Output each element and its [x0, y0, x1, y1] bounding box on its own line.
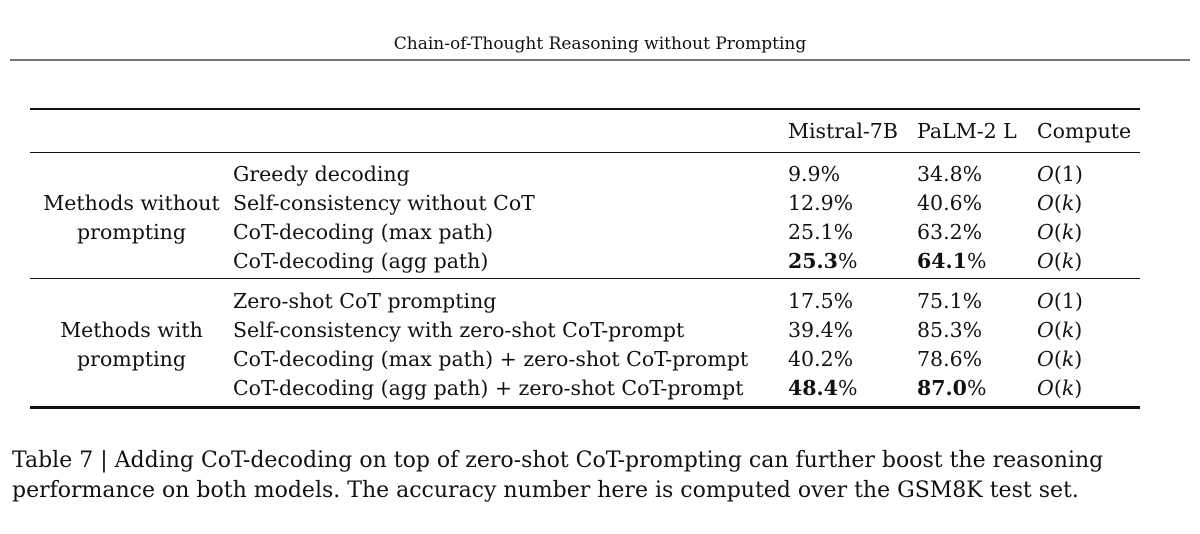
big-o-symbol: O [1037, 376, 1054, 400]
complexity-arg: k [1061, 220, 1075, 244]
palm-value: 75.1% [917, 289, 983, 313]
palm-value: 63.2% [917, 220, 983, 244]
big-o-symbol: O [1037, 162, 1054, 186]
big-o-symbol: O [1037, 289, 1054, 313]
caption-label: Table 7 [12, 448, 94, 473]
running-head-rule [10, 59, 1190, 61]
complexity-arg: k [1061, 249, 1075, 273]
big-o-symbol: O [1037, 220, 1054, 244]
table-caption: Table 7 | Adding CoT-decoding on top of … [12, 446, 1180, 506]
big-o-symbol: O [1037, 347, 1054, 371]
group-label: Methods with prompting [60, 318, 203, 371]
column-header: Mistral-7B [788, 118, 898, 143]
group-label: Methods without prompting [43, 191, 220, 244]
complexity-arg: k [1061, 347, 1075, 371]
method-cell: Zero-shot CoT prompting [233, 289, 497, 313]
complexity-arg: k [1061, 191, 1075, 215]
mistral-value: 40.2% [788, 347, 854, 371]
method-cell: CoT-decoding (max path) + zero-shot CoT-… [233, 347, 749, 371]
palm-value: 87.0% [917, 376, 987, 400]
table-group: Methods without prompting Greedy decoding… [30, 153, 1140, 279]
palm-value: 64.1% [917, 249, 987, 273]
big-o-symbol: O [1037, 191, 1054, 215]
method-cell: Self-consistency without CoT [233, 191, 535, 215]
big-o-symbol: O [1037, 249, 1054, 273]
compute-value: O(k) [1037, 347, 1083, 371]
results-table: Mistral-7B PaLM-2 L Compute Methods withou… [30, 108, 1140, 409]
table-group: Methods with prompting Zero-shot CoT prom… [30, 279, 1140, 409]
palm-value: 85.3% [917, 318, 983, 342]
method-cell: Self-consistency with zero-shot CoT-prom… [233, 318, 685, 342]
compute-value: O(k) [1037, 318, 1083, 342]
mistral-value: 48.4% [788, 376, 858, 400]
method-cell: Greedy decoding [233, 162, 410, 186]
palm-value: 34.8% [917, 162, 983, 186]
mistral-value: 17.5% [788, 289, 854, 313]
mistral-value: 25.3% [788, 249, 858, 273]
mistral-value: 12.9% [788, 191, 854, 215]
complexity-arg: k [1061, 318, 1075, 342]
mistral-value: 9.9% [788, 162, 841, 186]
method-cell: CoT-decoding (max path) [233, 220, 494, 244]
complexity-arg: k [1061, 376, 1075, 400]
caption-text: Adding CoT-decoding on top of zero-shot … [12, 448, 1104, 503]
mistral-value: 39.4% [788, 318, 854, 342]
mistral-value: 25.1% [788, 220, 854, 244]
method-cell: CoT-decoding (agg path) + zero-shot CoT-… [233, 376, 744, 400]
compute-value: O(k) [1037, 191, 1083, 215]
running-head: Chain-of-Thought Reasoning without Promp… [393, 34, 807, 54]
table-header-row: Mistral-7B PaLM-2 L Compute [30, 108, 1140, 153]
column-header: PaLM-2 L [917, 118, 1017, 143]
caption-separator: | [100, 448, 108, 473]
compute-value: O(k) [1037, 249, 1083, 273]
compute-value: O(k) [1037, 220, 1083, 244]
palm-value: 40.6% [917, 191, 983, 215]
palm-value: 78.6% [917, 347, 983, 371]
compute-value: O(1) [1037, 162, 1083, 186]
compute-value: O(1) [1037, 289, 1083, 313]
big-o-symbol: O [1037, 318, 1054, 342]
compute-value: O(k) [1037, 376, 1083, 400]
method-cell: CoT-decoding (agg path) [233, 249, 489, 273]
column-header: Compute [1037, 118, 1132, 143]
